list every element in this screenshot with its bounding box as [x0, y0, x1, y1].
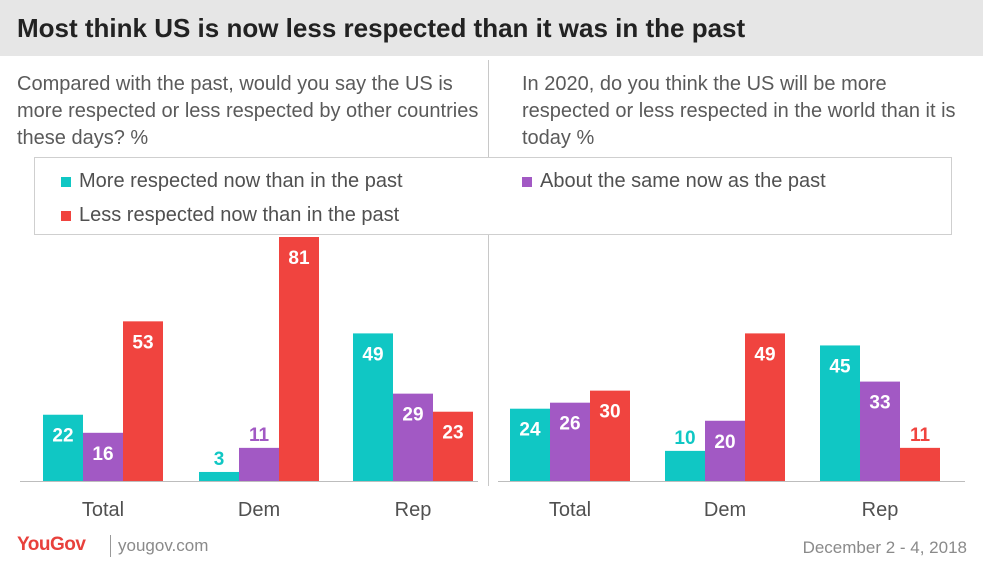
footer-separator	[110, 535, 111, 557]
legend-swatch-more	[61, 176, 71, 187]
data-label-less-dem-0: 81	[288, 248, 310, 269]
bar-more-rep-1	[820, 345, 860, 481]
bar-more-total-0	[43, 414, 83, 481]
bar-more-rep-0	[353, 333, 393, 481]
bar-same-rep-1	[860, 381, 900, 481]
data-label-more-dem-0: 3	[214, 449, 225, 470]
bar-same-total-0	[83, 432, 123, 481]
legend: More respected now than in the past Abou…	[34, 157, 952, 235]
data-label-same-total-0: 16	[92, 444, 113, 465]
legend-label-same: About the same now as the past	[540, 170, 826, 192]
data-label-more-dem-1: 10	[674, 428, 695, 449]
legend-item-less: Less respected now than in the past	[61, 204, 399, 227]
category-label-rep-0: Rep	[395, 499, 432, 521]
panel-divider-top	[488, 60, 489, 157]
bar-less-total-0	[123, 321, 163, 481]
title-bar	[0, 0, 983, 56]
data-label-same-rep-1: 33	[869, 393, 890, 414]
data-label-same-total-1: 26	[559, 414, 580, 435]
right-panel-question: In 2020, do you think the US will be mor…	[522, 73, 956, 149]
legend-label-more: More respected now than in the past	[79, 170, 403, 192]
bar-same-dem-0	[239, 447, 279, 481]
data-label-less-total-0: 53	[132, 332, 153, 353]
data-label-less-rep-1: 11	[910, 425, 931, 446]
bar-less-dem-0	[279, 237, 319, 481]
bar-same-rep-0	[393, 393, 433, 481]
legend-swatch-same	[522, 176, 532, 187]
bar-same-dem-1	[705, 420, 745, 481]
bar-more-dem-0	[199, 471, 239, 481]
footer-site: yougov.com	[118, 536, 209, 555]
legend-item-same: About the same now as the past	[522, 170, 826, 193]
bar-less-total-1	[590, 390, 630, 481]
legend-item-more: More respected now than in the past	[61, 170, 403, 193]
yougov-logo: YouGov	[17, 534, 86, 555]
category-label-dem-1: Dem	[704, 499, 746, 521]
data-label-more-rep-1: 45	[829, 356, 851, 377]
bar-less-rep-1	[900, 447, 940, 481]
data-label-more-total-1: 24	[519, 420, 541, 441]
bar-more-dem-1	[665, 450, 705, 481]
category-label-rep-1: Rep	[862, 499, 899, 521]
data-label-same-dem-1: 20	[714, 432, 735, 453]
bar-same-total-1	[550, 402, 590, 481]
left-panel-question: Compared with the past, would you say th…	[17, 73, 479, 149]
bar-less-dem-1	[745, 333, 785, 481]
legend-swatch-less	[61, 210, 71, 221]
data-label-less-total-1: 30	[599, 402, 620, 423]
data-label-more-total-0: 22	[52, 426, 73, 447]
data-label-less-rep-0: 23	[442, 423, 463, 444]
category-label-total-1: Total	[549, 499, 591, 521]
panel-divider-bottom	[488, 234, 489, 486]
chart-title: Most think US is now less respected than…	[17, 13, 746, 43]
bar-less-rep-0	[433, 411, 473, 481]
bar-more-total-1	[510, 408, 550, 481]
legend-label-less: Less respected now than in the past	[79, 204, 400, 226]
category-label-dem-0: Dem	[238, 499, 280, 521]
data-label-same-dem-0: 11	[249, 425, 270, 446]
footer-date: December 2 - 4, 2018	[802, 538, 967, 557]
data-label-more-rep-0: 49	[362, 344, 383, 365]
category-label-total-0: Total	[82, 499, 124, 521]
data-label-same-rep-0: 29	[402, 405, 423, 426]
data-label-less-dem-1: 49	[754, 344, 775, 365]
